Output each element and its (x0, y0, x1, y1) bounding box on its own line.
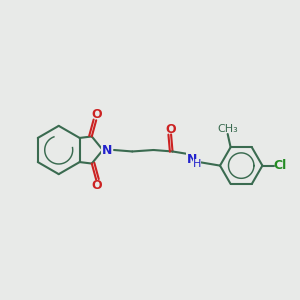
Text: CH₃: CH₃ (217, 124, 238, 134)
Text: Cl: Cl (273, 159, 287, 172)
Text: O: O (91, 109, 101, 122)
Text: O: O (166, 123, 176, 136)
Text: N: N (187, 153, 197, 166)
Text: O: O (91, 178, 101, 191)
Text: H: H (193, 159, 201, 170)
Text: N: N (102, 143, 112, 157)
